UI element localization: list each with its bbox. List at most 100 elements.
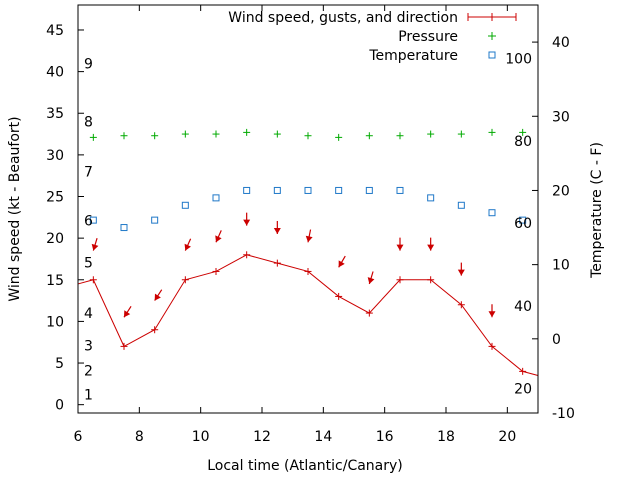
pressure-point xyxy=(365,132,373,140)
chart-ticks xyxy=(77,5,538,414)
pressure-point xyxy=(488,128,496,136)
temperature-point xyxy=(427,194,435,202)
wind-direction-arrow xyxy=(123,306,132,318)
y2-tick-label: -10 xyxy=(552,406,575,422)
temperature-point xyxy=(335,186,343,194)
wind-direction-arrow xyxy=(488,304,496,318)
x-tick-label: 8 xyxy=(135,429,144,445)
wind-speed-point xyxy=(120,342,128,350)
temperature-point xyxy=(273,186,281,194)
x-tick-label: 20 xyxy=(498,429,516,445)
wind-speed-point xyxy=(396,276,404,284)
x-tick-label: 16 xyxy=(376,429,394,445)
arrow-head xyxy=(367,277,375,284)
fahrenheit-label: 20 xyxy=(514,382,532,398)
plot-frame xyxy=(77,4,539,414)
wind-speed-point xyxy=(151,326,159,334)
wind-direction-arrow xyxy=(396,237,404,251)
arrow-head xyxy=(457,269,465,276)
wind-direction-arrow xyxy=(427,237,435,251)
y-tick-label: 35 xyxy=(46,106,64,122)
pressure-point xyxy=(396,132,404,140)
pressure-point xyxy=(273,130,281,138)
y2-tick-label: 30 xyxy=(552,109,570,125)
wind-direction-arrow xyxy=(338,255,346,268)
beaufort-label: 6 xyxy=(84,214,93,230)
temperature-point xyxy=(181,201,189,209)
legend-pressure-marker xyxy=(488,32,496,40)
wind-direction-arrow xyxy=(457,262,465,276)
y2-tick-label: 10 xyxy=(552,258,570,274)
x-tick-label: 14 xyxy=(314,429,332,445)
wind-direction-arrow xyxy=(91,238,99,251)
wind-direction-arrow xyxy=(305,229,313,243)
wind-speed-point xyxy=(365,309,373,317)
legend-label: Pressure xyxy=(398,29,458,45)
fahrenheit-label: 100 xyxy=(505,51,532,67)
chart-legend: Wind speed, gusts, and direction Pressure… xyxy=(228,10,517,64)
temperature-point xyxy=(304,186,312,194)
y-tick-label: 45 xyxy=(46,23,64,39)
wind-speed-point xyxy=(273,259,281,267)
x-tick-label: 18 xyxy=(437,429,455,445)
legend-wind-marker xyxy=(488,13,496,21)
y-tick-label: 15 xyxy=(46,273,64,289)
beaufort-label: 4 xyxy=(84,306,93,322)
y2-tick-label: 0 xyxy=(552,332,561,348)
wind-speed-point xyxy=(181,276,189,284)
arrow-head xyxy=(243,219,251,226)
beaufort-label: 5 xyxy=(84,255,93,271)
beaufort-label: 1 xyxy=(84,388,93,404)
legend-label: Wind speed, gusts, and direction xyxy=(228,10,458,26)
arrow-head xyxy=(396,244,404,251)
arrow-head xyxy=(91,243,99,251)
temperature-point xyxy=(243,186,251,194)
temperature-point xyxy=(396,186,404,194)
y-tick-label: 5 xyxy=(55,356,64,372)
legend-temperature-marker xyxy=(488,51,496,59)
pressure-point xyxy=(89,133,97,141)
arrow-head xyxy=(154,293,161,301)
pressure-point xyxy=(212,130,220,138)
arrow-head xyxy=(305,235,313,243)
temperature-point xyxy=(151,216,159,224)
wind-direction-arrow xyxy=(154,289,163,301)
arrow-head xyxy=(427,244,435,251)
arrow-head xyxy=(488,311,496,318)
pressure-point xyxy=(151,132,159,140)
pressure-point xyxy=(427,130,435,138)
wind-direction-arrow xyxy=(273,220,281,234)
wind-speed-point xyxy=(212,267,220,275)
temperature-point xyxy=(120,224,128,232)
temperature-point xyxy=(212,194,220,202)
y2-tick-label: 40 xyxy=(552,35,570,51)
pressure-point xyxy=(304,132,312,140)
x-tick-label: 6 xyxy=(74,429,83,445)
pressure-point xyxy=(243,128,251,136)
arrow-head xyxy=(215,235,222,243)
wind-speed-point xyxy=(89,276,97,284)
arrow-head xyxy=(184,243,191,251)
wind-direction-arrow xyxy=(184,238,192,251)
temperature-point xyxy=(519,216,527,224)
wind-speed-point xyxy=(488,342,496,350)
fahrenheit-label: 40 xyxy=(514,299,532,315)
chart-series xyxy=(77,128,539,377)
temperature-point xyxy=(365,186,373,194)
x-axis-label: Local time (Atlantic/Canary) xyxy=(207,458,403,474)
temperature-point xyxy=(488,209,496,217)
fahrenheit-label: 80 xyxy=(514,134,532,150)
temperature-point xyxy=(89,216,97,224)
chart-labels: 6 8 10 12 14 16 18 20051015202530354045-1001020… xyxy=(46,23,575,445)
arrow-head xyxy=(338,260,345,268)
beaufort-label: 2 xyxy=(84,364,93,380)
pressure-point xyxy=(120,132,128,140)
y-tick-label: 40 xyxy=(46,65,64,81)
temperature-point xyxy=(457,201,465,209)
wind-speed-point xyxy=(304,267,312,275)
x-tick-label: 10 xyxy=(192,429,210,445)
wind-speed-point xyxy=(457,301,465,309)
wind-direction-arrow xyxy=(215,230,222,243)
y-tick-label: 25 xyxy=(46,190,64,206)
